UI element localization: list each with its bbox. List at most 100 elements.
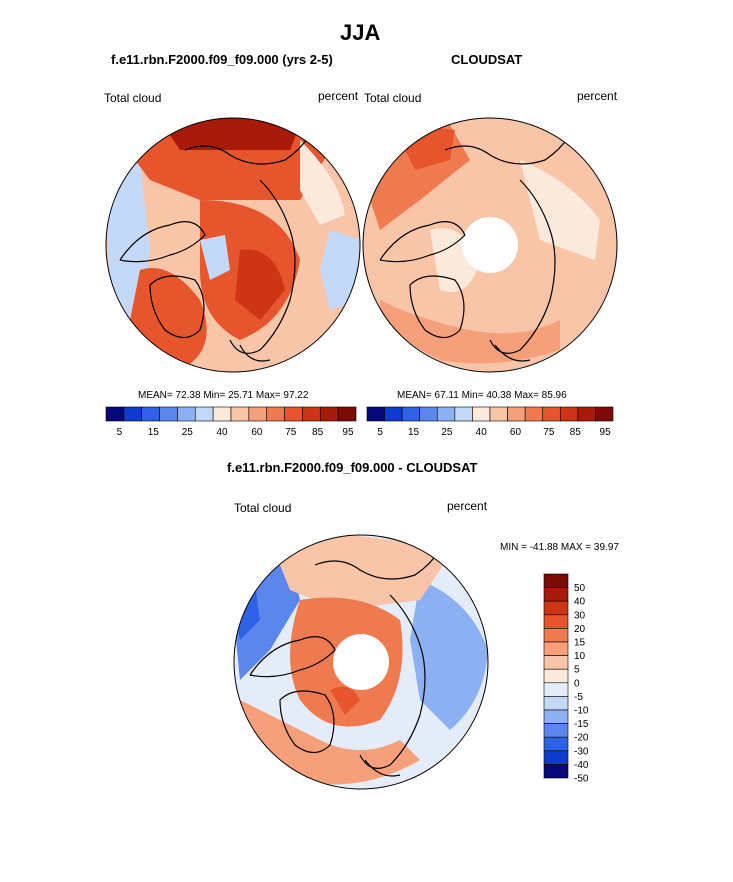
cb3-swatch <box>543 709 569 724</box>
panel1-min-label: Min= <box>203 390 226 401</box>
cb2-swatch <box>401 406 421 422</box>
cb2-swatch <box>454 406 473 422</box>
cb2-swatch <box>542 406 561 422</box>
cb1-tick-label: 40 <box>217 427 229 438</box>
cb1-swatch <box>319 406 339 422</box>
panel3-map <box>234 535 488 789</box>
panel1-mean-label: MEAN= <box>138 390 173 401</box>
panel1-stats: MEAN= 72.38 Min= 25.71 Max= 97.22 <box>138 390 308 401</box>
panel3-minmax: MIN = -41.88 MAX = 39.97 <box>500 542 619 553</box>
panel2-colorbar: 5 15 25 40 60 75 85 95 <box>366 406 614 438</box>
cb2-swatch <box>577 406 596 422</box>
panel2-field-mid-east <box>520 160 600 260</box>
panel2-max-value: 85.96 <box>541 390 567 401</box>
cb2-tick-label: 85 <box>570 427 582 438</box>
panel2-mean-value: 67.11 <box>434 390 459 401</box>
cb1-swatch <box>230 406 250 422</box>
panel1-min-value: 25.71 <box>228 390 254 401</box>
panel2-variable-label: Total cloud <box>364 91 422 105</box>
cb1-swatch <box>194 406 214 422</box>
cb2-swatch <box>419 406 438 422</box>
cb1-swatch <box>141 406 160 422</box>
cb3-swatch <box>543 764 569 779</box>
cb3-swatch <box>543 750 569 765</box>
cb3-tick-label: 0 <box>574 678 580 689</box>
panel2-coastlines <box>379 134 571 362</box>
cb2-tick-label: 60 <box>510 427 522 438</box>
cb1-tick-label: 5 <box>117 427 123 438</box>
panel3-variable-label: Total cloud <box>234 501 292 515</box>
cb1-tick-label: 75 <box>285 427 297 438</box>
panel1-units-label: percent <box>318 89 359 103</box>
cb2-tick-label: 15 <box>408 427 420 438</box>
cb3-swatch <box>543 573 569 588</box>
cb3-swatch <box>543 655 569 670</box>
cb1-swatch <box>248 406 268 422</box>
panel3-field-peak <box>330 686 360 715</box>
cb1-swatch <box>105 406 125 422</box>
cb2-swatch <box>507 406 526 422</box>
panel1-mean-value: 72.38 <box>175 390 201 401</box>
panel1-max-value: 97.22 <box>283 390 309 401</box>
cb3-tick-label: 50 <box>574 583 586 594</box>
panel1-title: f.e11.rbn.F2000.f09_f09.000 (yrs 2-5) <box>111 52 333 67</box>
cb3-tick-label: 20 <box>574 624 586 635</box>
cb3-swatch <box>543 723 569 738</box>
cb1-tick-label: 60 <box>251 427 263 438</box>
cb2-swatch <box>436 406 456 422</box>
cb3-tick-label: 30 <box>574 610 586 621</box>
cb1-swatch <box>177 406 196 422</box>
cb1-swatch <box>284 406 303 422</box>
panel3-field-pos-north <box>270 535 450 610</box>
cb2-tick-label: 5 <box>377 427 383 438</box>
cb3-swatch <box>543 696 569 711</box>
panel2-min-value: 40.38 <box>486 390 512 401</box>
panel3-units-label: percent <box>447 499 488 513</box>
panel1-field-mid-east <box>300 140 345 225</box>
panel2-stats: MEAN= 67.11 Min= 40.38 Max= 85.96 <box>397 390 567 401</box>
cb3-swatch <box>543 668 569 684</box>
panel2-min-label: Min= <box>461 390 484 401</box>
cb1-swatch <box>302 406 321 422</box>
cb1-tick-label: 85 <box>312 427 324 438</box>
cb2-tick-label: 25 <box>441 427 453 438</box>
cb3-tick-label: 40 <box>574 597 586 608</box>
panel2-map-border <box>362 117 618 373</box>
cb3-tick-label: -5 <box>574 692 583 703</box>
cb3-tick-label: -50 <box>574 774 589 785</box>
panel2-field-high-south <box>380 300 560 364</box>
cb3-swatch <box>543 600 569 616</box>
cb2-tick-label: 75 <box>543 427 555 438</box>
cb2-swatch <box>384 406 403 422</box>
cb1-swatch <box>337 406 357 422</box>
cb3-tick-label: -20 <box>574 733 589 744</box>
cb2-swatch <box>489 406 508 422</box>
panel1-colorbar: 5 15 25 40 60 75 85 95 <box>105 406 357 438</box>
panel3-coastlines <box>249 549 441 777</box>
cb3-swatch <box>543 682 569 697</box>
cb1-swatch <box>212 406 232 422</box>
cb2-swatch <box>559 406 579 422</box>
panel3-map-border <box>233 534 489 790</box>
figure-title: JJA <box>340 20 381 45</box>
cb2-tick-label: 40 <box>476 427 488 438</box>
panel3-polar-gap <box>333 634 389 690</box>
panel2-mean-label: MEAN= <box>397 390 432 401</box>
panel2-max-label: Max= <box>514 390 539 401</box>
cb3-tick-label: 5 <box>574 665 580 676</box>
panel1-max-label: Max= <box>255 390 281 401</box>
cb3-swatch <box>543 614 569 629</box>
cb1-tick-label: 15 <box>148 427 160 438</box>
panel1-field-peak-center <box>235 249 285 320</box>
cb1-swatch <box>123 406 143 422</box>
cb3-swatch <box>543 587 569 602</box>
cb1-tick-label: 95 <box>342 427 354 438</box>
panel1-map <box>106 118 360 372</box>
cb1-swatch <box>266 406 285 422</box>
cb3-tick-label: 15 <box>574 638 586 649</box>
cb3-swatch <box>543 641 569 656</box>
cb1-tick-label: 25 <box>182 427 194 438</box>
panel3-field-low-east <box>410 580 488 730</box>
panel1-field-peak-north <box>160 118 300 150</box>
